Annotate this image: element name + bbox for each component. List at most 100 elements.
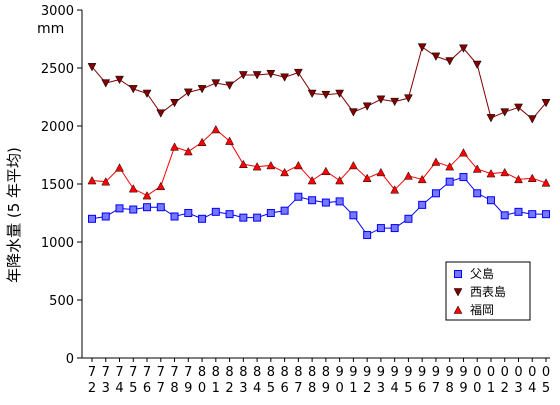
data-point bbox=[183, 88, 193, 97]
series-layer bbox=[87, 43, 551, 240]
data-point bbox=[238, 71, 248, 80]
data-point bbox=[142, 191, 152, 200]
data-point bbox=[87, 175, 97, 185]
x-tick-label-tens: 7 bbox=[115, 365, 123, 380]
data-point bbox=[500, 167, 510, 177]
x-tick-label-tens: 7 bbox=[102, 365, 110, 380]
y-tick-label: 1000 bbox=[41, 236, 74, 251]
data-point bbox=[335, 175, 345, 185]
data-point bbox=[128, 85, 138, 94]
x-tick-label-tens: 8 bbox=[267, 365, 275, 380]
x-tick-label-ones: 8 bbox=[446, 381, 454, 396]
x-tick-label-ones: 1 bbox=[349, 381, 357, 396]
data-point bbox=[280, 206, 289, 215]
x-tick-label-ones: 4 bbox=[253, 381, 261, 396]
data-point bbox=[542, 210, 550, 219]
y-tick-label: 0 bbox=[66, 352, 74, 367]
x-tick-label-tens: 7 bbox=[129, 365, 137, 380]
data-point bbox=[211, 124, 221, 134]
data-point bbox=[376, 224, 385, 233]
data-point bbox=[349, 211, 358, 220]
data-point bbox=[238, 159, 248, 169]
x-tick-label-tens: 9 bbox=[404, 365, 412, 380]
x-tick-label-tens: 9 bbox=[377, 365, 385, 380]
data-point bbox=[321, 166, 331, 175]
data-point bbox=[362, 173, 372, 182]
data-point bbox=[170, 212, 179, 221]
data-point bbox=[404, 171, 413, 180]
data-point bbox=[445, 162, 455, 171]
data-point bbox=[528, 210, 537, 219]
data-point bbox=[486, 114, 496, 123]
x-tick-label-tens: 8 bbox=[253, 365, 261, 380]
data-point bbox=[390, 185, 400, 194]
data-point bbox=[225, 136, 234, 145]
data-point bbox=[211, 79, 221, 88]
y-tick-label: 500 bbox=[49, 294, 74, 309]
x-tick-label-ones: 3 bbox=[239, 381, 247, 396]
x-tick-label-ones: 8 bbox=[308, 381, 316, 396]
data-point bbox=[486, 196, 495, 205]
data-point bbox=[418, 200, 427, 209]
data-point bbox=[307, 175, 317, 185]
axes: 0500100015002000250030007273747576777879… bbox=[41, 4, 550, 396]
data-point bbox=[431, 157, 441, 166]
data-point bbox=[156, 109, 166, 118]
x-tick-label-ones: 3 bbox=[377, 381, 385, 396]
data-point bbox=[266, 70, 276, 79]
x-tick-label-ones: 2 bbox=[363, 381, 371, 396]
data-point bbox=[294, 192, 303, 201]
data-point bbox=[335, 197, 344, 206]
series-line bbox=[91, 46, 547, 120]
legend-marker bbox=[454, 270, 462, 278]
x-tick-label-tens: 9 bbox=[335, 365, 343, 380]
x-tick-label-tens: 7 bbox=[170, 365, 178, 380]
x-tick-label-ones: 6 bbox=[143, 381, 151, 396]
data-point bbox=[321, 198, 330, 207]
data-point bbox=[197, 85, 207, 94]
data-point bbox=[252, 71, 262, 80]
x-tick-label-ones: 7 bbox=[157, 381, 165, 396]
data-point bbox=[486, 169, 496, 178]
x-tick-label-ones: 5 bbox=[129, 381, 137, 396]
data-point bbox=[404, 214, 413, 223]
x-tick-label-tens: 0 bbox=[501, 365, 509, 380]
data-point bbox=[115, 204, 124, 213]
data-point bbox=[376, 167, 386, 177]
data-point bbox=[472, 60, 482, 70]
data-point bbox=[183, 146, 193, 156]
x-tick-label-tens: 7 bbox=[157, 365, 165, 380]
data-point bbox=[527, 115, 537, 124]
x-tick-label-ones: 6 bbox=[418, 381, 426, 396]
data-point bbox=[87, 63, 97, 72]
data-point bbox=[170, 142, 179, 151]
data-point bbox=[514, 207, 523, 216]
x-tick-label-tens: 0 bbox=[542, 365, 550, 380]
legend-label: 父島 bbox=[470, 266, 494, 281]
data-point bbox=[211, 207, 220, 216]
x-tick-label-ones: 7 bbox=[432, 381, 440, 396]
x-tick-label-tens: 8 bbox=[308, 365, 316, 380]
data-point bbox=[101, 177, 111, 186]
x-tick-label-ones: 2 bbox=[88, 381, 96, 396]
data-point bbox=[500, 211, 509, 220]
x-tick-label-tens: 9 bbox=[363, 365, 371, 380]
x-tick-label-tens: 0 bbox=[528, 365, 536, 380]
data-point bbox=[143, 203, 152, 212]
data-point bbox=[101, 79, 111, 88]
x-tick-label-ones: 0 bbox=[473, 381, 481, 396]
data-point bbox=[225, 210, 234, 219]
data-point bbox=[348, 108, 358, 117]
y-axis-title: 年降水量 (5 年平均) bbox=[5, 147, 23, 283]
x-tick-label-tens: 9 bbox=[349, 365, 357, 380]
data-point bbox=[541, 99, 551, 108]
x-tick-label-tens: 8 bbox=[198, 365, 206, 380]
x-tick-label-tens: 0 bbox=[473, 365, 481, 380]
data-point bbox=[225, 81, 234, 90]
data-point bbox=[527, 173, 537, 182]
legend-marker bbox=[453, 288, 463, 297]
x-tick-label-ones: 5 bbox=[404, 381, 412, 396]
x-tick-label-tens: 0 bbox=[487, 365, 495, 380]
x-tick-label-tens: 7 bbox=[184, 365, 192, 380]
